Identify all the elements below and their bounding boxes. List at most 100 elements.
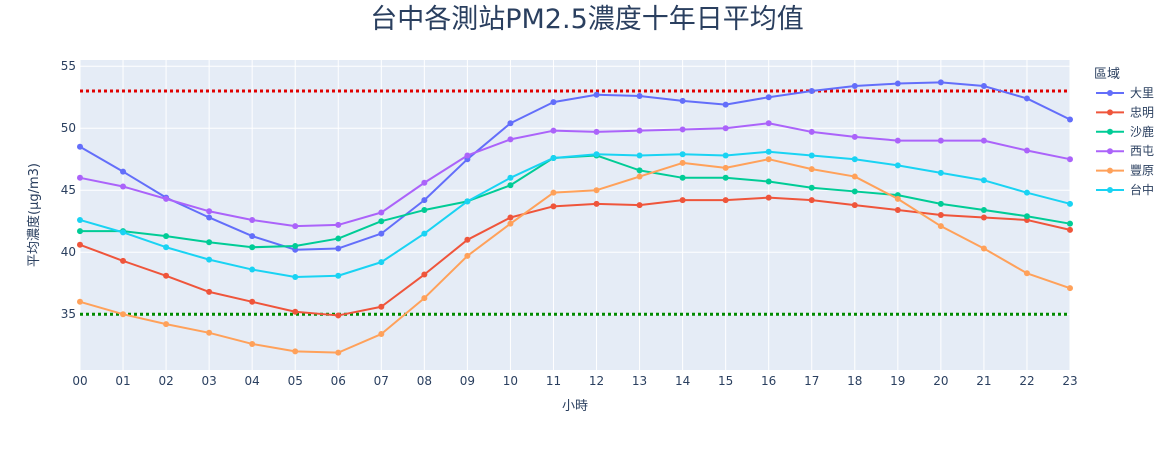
data-point[interactable] (593, 91, 600, 98)
data-point[interactable] (77, 241, 83, 248)
data-point[interactable] (507, 214, 514, 221)
data-point[interactable] (378, 331, 385, 338)
data-point[interactable] (249, 216, 256, 223)
data-point[interactable] (378, 259, 385, 266)
data-point[interactable] (722, 152, 729, 159)
data-point[interactable] (765, 156, 772, 163)
data-point[interactable] (335, 221, 342, 228)
legend-item[interactable]: 忠明 (1096, 105, 1154, 119)
data-point[interactable] (421, 197, 428, 204)
data-point[interactable] (636, 202, 643, 209)
data-point[interactable] (77, 298, 83, 305)
data-point[interactable] (464, 252, 471, 259)
data-point[interactable] (249, 298, 256, 305)
data-point[interactable] (851, 133, 858, 140)
data-point[interactable] (378, 303, 385, 310)
data-point[interactable] (722, 125, 729, 132)
data-point[interactable] (679, 159, 686, 166)
data-point[interactable] (292, 223, 299, 230)
data-point[interactable] (851, 202, 858, 209)
data-point[interactable] (421, 179, 428, 186)
data-point[interactable] (980, 83, 987, 90)
data-point[interactable] (1023, 189, 1030, 196)
data-point[interactable] (765, 94, 772, 101)
data-point[interactable] (765, 120, 772, 127)
data-point[interactable] (292, 348, 299, 355)
data-point[interactable] (77, 174, 83, 181)
data-point[interactable] (1067, 156, 1073, 163)
data-point[interactable] (77, 216, 83, 223)
data-point[interactable] (249, 340, 256, 347)
data-point[interactable] (163, 195, 170, 202)
data-point[interactable] (808, 88, 815, 94)
data-point[interactable] (980, 177, 987, 184)
data-point[interactable] (206, 208, 213, 215)
data-point[interactable] (163, 244, 170, 251)
legend-item[interactable]: 台中 (1096, 182, 1154, 197)
data-point[interactable] (808, 166, 815, 173)
data-point[interactable] (851, 156, 858, 163)
data-point[interactable] (249, 233, 256, 240)
data-point[interactable] (679, 197, 686, 204)
legend-item[interactable]: 西屯 (1096, 144, 1154, 158)
data-point[interactable] (593, 187, 600, 194)
data-point[interactable] (593, 200, 600, 207)
data-point[interactable] (163, 272, 170, 279)
data-point[interactable] (1067, 285, 1073, 292)
data-point[interactable] (894, 162, 901, 169)
data-point[interactable] (120, 311, 127, 318)
data-point[interactable] (980, 207, 987, 214)
data-point[interactable] (765, 148, 772, 155)
data-point[interactable] (335, 312, 342, 319)
data-point[interactable] (292, 243, 299, 249)
data-point[interactable] (249, 244, 256, 251)
data-point[interactable] (937, 137, 944, 144)
data-point[interactable] (77, 143, 83, 150)
data-point[interactable] (120, 257, 127, 264)
legend-item[interactable]: 沙鹿 (1096, 124, 1154, 139)
data-point[interactable] (937, 212, 944, 218)
data-point[interactable] (1023, 147, 1030, 154)
data-point[interactable] (808, 128, 815, 135)
data-point[interactable] (249, 266, 256, 273)
data-point[interactable] (980, 137, 987, 144)
data-point[interactable] (636, 152, 643, 159)
data-point[interactable] (206, 256, 213, 263)
data-point[interactable] (1023, 95, 1030, 102)
legend-item[interactable]: 大里 (1096, 86, 1154, 100)
data-point[interactable] (1067, 220, 1073, 227)
data-point[interactable] (421, 207, 428, 214)
data-point[interactable] (636, 167, 643, 174)
data-point[interactable] (507, 174, 514, 181)
data-point[interactable] (163, 321, 170, 328)
data-point[interactable] (550, 189, 557, 196)
data-point[interactable] (1023, 213, 1030, 220)
data-point[interactable] (550, 99, 557, 106)
data-point[interactable] (894, 80, 901, 87)
data-point[interactable] (808, 184, 815, 191)
data-point[interactable] (636, 173, 643, 180)
data-point[interactable] (1067, 116, 1073, 123)
data-point[interactable] (335, 245, 342, 252)
data-point[interactable] (378, 230, 385, 237)
data-point[interactable] (765, 194, 772, 201)
data-point[interactable] (679, 126, 686, 133)
data-point[interactable] (292, 308, 299, 315)
data-point[interactable] (292, 274, 299, 280)
data-point[interactable] (593, 151, 600, 158)
data-point[interactable] (378, 209, 385, 216)
data-point[interactable] (894, 207, 901, 214)
data-point[interactable] (1067, 226, 1073, 233)
data-point[interactable] (894, 137, 901, 144)
data-point[interactable] (894, 195, 901, 202)
data-point[interactable] (636, 127, 643, 134)
data-point[interactable] (937, 200, 944, 207)
data-point[interactable] (335, 349, 342, 356)
data-point[interactable] (808, 152, 815, 159)
data-point[interactable] (163, 233, 170, 240)
data-point[interactable] (206, 288, 213, 295)
data-point[interactable] (722, 101, 729, 108)
data-point[interactable] (679, 174, 686, 181)
data-point[interactable] (722, 174, 729, 181)
data-point[interactable] (464, 198, 471, 205)
